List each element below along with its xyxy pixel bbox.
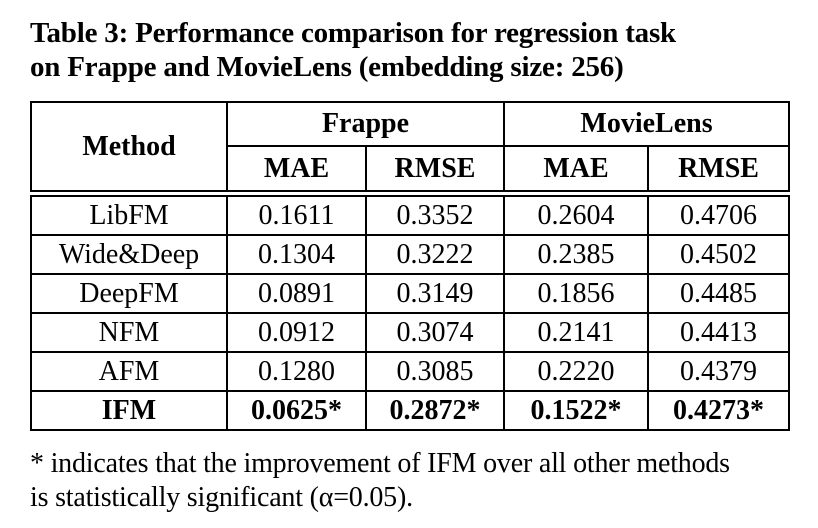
value-cell: 0.4273*	[647, 390, 789, 430]
method-cell: Wide&Deep	[31, 234, 227, 274]
table-footnote-line-2: is statistically significant (α=0.05).	[30, 482, 413, 513]
results-table-body: LibFM 0.1611 0.3352 0.2604 0.4706 Wide&D…	[30, 195, 790, 431]
table-footnote-line-1: * indicates that the improvement of IFM …	[30, 448, 730, 479]
value-cell: 0.4485	[647, 273, 789, 313]
value-cell: 0.3222	[365, 234, 504, 274]
value-cell: 0.0891	[226, 273, 366, 313]
method-cell: IFM	[31, 390, 227, 430]
value-cell: 0.3074	[365, 312, 504, 352]
method-cell: DeepFM	[31, 273, 227, 313]
header-cell-movielens-mae: MAE	[503, 146, 649, 191]
table-row: NFM 0.0912 0.3074 0.2141 0.4413	[31, 312, 789, 352]
table-caption: Table 3: Performance comparison for regr…	[30, 16, 818, 84]
table-caption-line-1: Table 3: Performance comparison for regr…	[30, 17, 676, 49]
value-cell: 0.4379	[647, 351, 789, 391]
value-cell: 0.2220	[503, 351, 648, 391]
value-cell: 0.3352	[365, 196, 504, 235]
value-cell: 0.1522*	[503, 390, 648, 430]
value-cell: 0.1611	[226, 196, 366, 235]
value-cell: 0.0912	[226, 312, 366, 352]
header-cell-frappe-rmse: RMSE	[364, 146, 505, 191]
table-footnote: * indicates that the improvement of IFM …	[30, 447, 818, 515]
value-cell: 0.2872*	[365, 390, 504, 430]
method-cell: AFM	[31, 351, 227, 391]
header-cell-movielens-rmse: RMSE	[647, 146, 790, 191]
results-table-header: Method Frappe MovieLens MAE RMSE MAE RMS…	[30, 101, 791, 192]
double-rule-gap	[30, 192, 788, 195]
header-cell-method: Method	[82, 130, 176, 162]
method-cell: LibFM	[89, 199, 169, 231]
table-row: LibFM 0.1611 0.3352 0.2604 0.4706	[31, 196, 789, 235]
table-caption-line-2: on Frappe and MovieLens (embedding size:…	[30, 51, 624, 83]
method-cell: NFM	[31, 312, 227, 352]
value-cell: 0.3149	[365, 273, 504, 313]
table-row-best: IFM 0.0625* 0.2872* 0.1522* 0.4273*	[31, 390, 789, 430]
value-cell: 0.2141	[503, 312, 648, 352]
table-row: DeepFM 0.0891 0.3149 0.1856 0.4485	[31, 273, 789, 313]
header-cell-frappe-mae: MAE	[226, 146, 366, 191]
value-cell: 0.2604	[503, 196, 648, 235]
results-table: Method Frappe MovieLens MAE RMSE MAE RMS…	[30, 101, 791, 431]
value-cell: 0.2385	[503, 234, 648, 274]
value-cell: 0.1280	[226, 351, 366, 391]
header-cell-frappe: Frappe	[225, 102, 505, 147]
value-cell: 0.1304	[226, 234, 366, 274]
table-row: AFM 0.1280 0.3085 0.2220 0.4379	[31, 351, 789, 391]
table-row: Wide&Deep 0.1304 0.3222 0.2385 0.4502	[31, 234, 789, 274]
header-cell-movielens: MovieLens	[503, 102, 790, 147]
value-cell: 0.3085	[365, 351, 504, 391]
value-cell: 0.0625*	[226, 390, 366, 430]
value-cell: 0.4413	[647, 312, 789, 352]
value-cell: 0.1856	[503, 273, 648, 313]
value-cell: 0.4502	[647, 234, 789, 274]
value-cell: 0.4706	[647, 196, 789, 235]
